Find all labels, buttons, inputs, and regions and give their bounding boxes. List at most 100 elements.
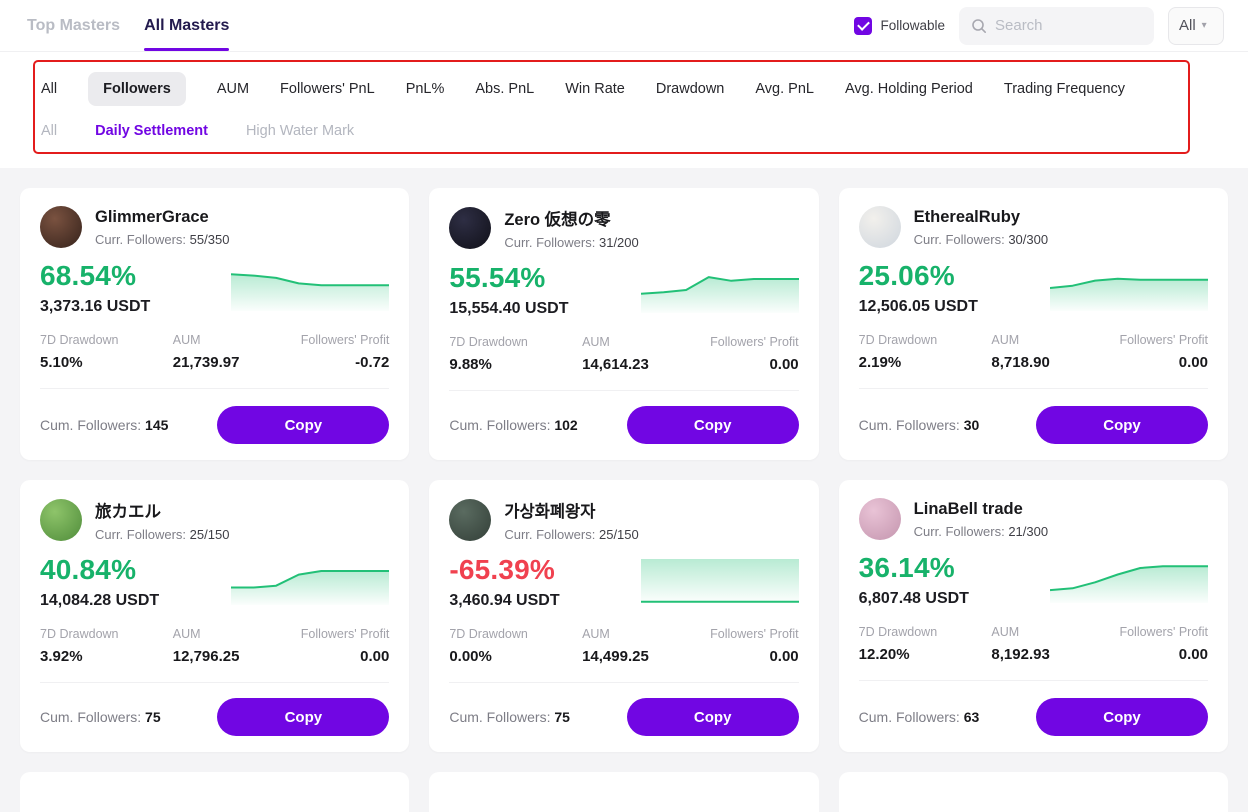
sort-filter-followers[interactable]: Followers (88, 72, 186, 106)
copy-button[interactable]: Copy (626, 698, 799, 736)
settlement-filter-all[interactable]: All (41, 123, 58, 139)
cumulative-followers-label: Cum. Followers: (449, 417, 551, 433)
aum-value: 8,718.90 (991, 353, 1050, 371)
search-box[interactable] (959, 6, 1154, 45)
tab-top-masters[interactable]: Top Masters (27, 16, 121, 34)
copy-button[interactable]: Copy (1036, 406, 1208, 444)
next-row-card-partial (429, 772, 819, 812)
roi-percent: 40.84% (40, 554, 137, 585)
followers-profit-label: Followers' Profit (1119, 624, 1208, 639)
followers-profit-value: 0.00 (1178, 645, 1208, 663)
filter-section: All Followers AUM Followers' PnL PnL% Abs. Pn… (0, 52, 1248, 168)
master-card[interactable]: GlimmerGrace Curr. Followers: 55/350 68.… (20, 188, 410, 460)
pnl-usdt: 3,373.16 USDT (40, 297, 151, 315)
sort-filter-abs-pnl[interactable]: Abs. PnL (475, 81, 535, 97)
followers-profit-label: Followers' Profit (710, 334, 799, 349)
category-dropdown[interactable]: All ▾ (1168, 6, 1224, 45)
sort-filter-aum[interactable]: AUM (216, 81, 250, 97)
current-followers: Curr. Followers: 31/200 (504, 235, 638, 250)
current-followers: Curr. Followers: 55/350 (95, 232, 229, 247)
search-input[interactable] (995, 17, 1142, 34)
current-followers-value: 30/300 (1008, 231, 1049, 247)
pnl-usdt: 14,084.28 USDT (40, 591, 160, 609)
sort-filter-followers-pnl[interactable]: Followers' PnL (280, 81, 375, 97)
divider (449, 389, 799, 391)
master-card[interactable]: Zero 仮想の零 Curr. Followers: 31/200 55.54%… (429, 188, 819, 460)
card-header: EtherealRuby Curr. Followers: 30/300 (858, 206, 1208, 248)
stats-row: 7D Drawdown 2.19% AUM 8,718.90 Followers… (859, 333, 1208, 371)
sort-filter-avg-holding-period[interactable]: Avg. Holding Period (844, 81, 973, 97)
master-card[interactable]: LinaBell trade Curr. Followers: 21/300 3… (838, 480, 1228, 752)
stats-row: 7D Drawdown 5.10% AUM 21,739.97 Follower… (40, 333, 389, 371)
copy-button[interactable]: Copy (217, 406, 390, 444)
drawdown-value: 0.00% (449, 647, 492, 665)
current-followers-value: 31/200 (598, 235, 639, 250)
divider (858, 679, 1208, 681)
aum-value: 12,796.25 (172, 647, 240, 665)
card-header: LinaBell trade Curr. Followers: 21/300 (858, 498, 1208, 540)
followers-profit-label: Followers' Profit (300, 332, 390, 347)
master-card[interactable]: 旅カエル Curr. Followers: 25/150 40.84% 14,0… (20, 480, 410, 752)
cumulative-followers: Cum. Followers: 75 (40, 709, 161, 725)
current-followers: Curr. Followers: 25/150 (95, 527, 229, 542)
followers-profit-label: Followers' Profit (710, 626, 799, 641)
roi-percent: 55.54% (449, 262, 546, 293)
cumulative-followers-value: 75 (554, 709, 570, 725)
followable-toggle[interactable]: Followable (854, 16, 945, 35)
current-followers-value: 55/350 (189, 231, 230, 247)
roi-row: 25.06% 12,506.05 USDT (858, 260, 1208, 316)
cumulative-followers-value: 30 (963, 417, 980, 433)
followers-profit-label: Followers' Profit (300, 626, 390, 641)
settlement-filter-high-water-mark[interactable]: High Water Mark (245, 123, 355, 139)
next-row-peek (0, 772, 1248, 812)
aum-value: 21,739.97 (172, 353, 240, 371)
master-name: LinaBell trade (913, 499, 1023, 518)
current-followers-label: Curr. Followers: (504, 527, 596, 542)
masters-grid: GlimmerGrace Curr. Followers: 55/350 68.… (0, 168, 1248, 752)
roi-row: 40.84% 14,084.28 USDT (40, 554, 390, 610)
settlement-filter-daily-settlement[interactable]: Daily Settlement (95, 123, 208, 139)
sort-filter-win-rate[interactable]: Win Rate (565, 81, 625, 97)
current-followers-label: Curr. Followers: (504, 235, 596, 250)
roi-row: 68.54% 3,373.16 USDT (40, 260, 390, 316)
drawdown-value: 12.20% (858, 645, 910, 663)
current-followers-value: 21/300 (1008, 523, 1049, 539)
card-footer: Cum. Followers: 75 Copy (40, 698, 390, 736)
avatar (858, 206, 901, 248)
performance-sparkline (1050, 565, 1208, 603)
followable-checkbox[interactable] (854, 16, 873, 35)
roi-percent: 25.06% (858, 260, 955, 291)
sort-filter-trading-frequency[interactable]: Trading Frequency (1003, 81, 1126, 97)
pnl-usdt: 6,807.48 USDT (858, 589, 969, 607)
drawdown-label: 7D Drawdown (449, 334, 528, 349)
current-followers: Curr. Followers: 21/300 (914, 524, 1048, 539)
card-footer: Cum. Followers: 75 Copy (449, 698, 799, 736)
sort-filter-pnl[interactable]: PnL% (405, 81, 445, 97)
roi-percent: -65.39% (449, 554, 556, 585)
avatar (40, 499, 82, 541)
tab-all-masters[interactable]: All Masters (144, 0, 230, 51)
copy-button[interactable]: Copy (626, 406, 799, 444)
current-followers-value: 25/150 (598, 527, 639, 542)
current-followers-label: Curr. Followers: (95, 527, 187, 542)
cumulative-followers-label: Cum. Followers: (449, 709, 551, 725)
cumulative-followers-value: 102 (554, 417, 578, 433)
performance-sparkline (231, 570, 390, 605)
master-card[interactable]: 가상화폐왕자 Curr. Followers: 25/150 -65.39% 3… (429, 480, 819, 752)
drawdown-label: 7D Drawdown (40, 626, 119, 641)
sort-filter-drawdown[interactable]: Drawdown (655, 81, 725, 97)
main-tabs: Top Masters All Masters (27, 0, 230, 51)
copy-button[interactable]: Copy (217, 698, 390, 736)
sort-filter-avg-pnl[interactable]: Avg. PnL (755, 81, 814, 97)
current-followers: Curr. Followers: 30/300 (914, 232, 1048, 247)
stats-row: 7D Drawdown 12.20% AUM 8,192.93 Follower… (859, 625, 1208, 663)
pnl-usdt: 3,460.94 USDT (449, 591, 560, 609)
card-footer: Cum. Followers: 102 Copy (449, 406, 799, 444)
master-card[interactable]: EtherealRuby Curr. Followers: 30/300 25.… (838, 188, 1228, 460)
followable-label: Followable (880, 18, 945, 33)
roi-row: -65.39% 3,460.94 USDT (449, 554, 799, 610)
sort-filter-all[interactable]: All (41, 81, 58, 97)
copy-button[interactable]: Copy (1036, 698, 1208, 736)
aum-value: 14,614.23 (582, 355, 649, 373)
cumulative-followers-label: Cum. Followers: (40, 709, 142, 725)
